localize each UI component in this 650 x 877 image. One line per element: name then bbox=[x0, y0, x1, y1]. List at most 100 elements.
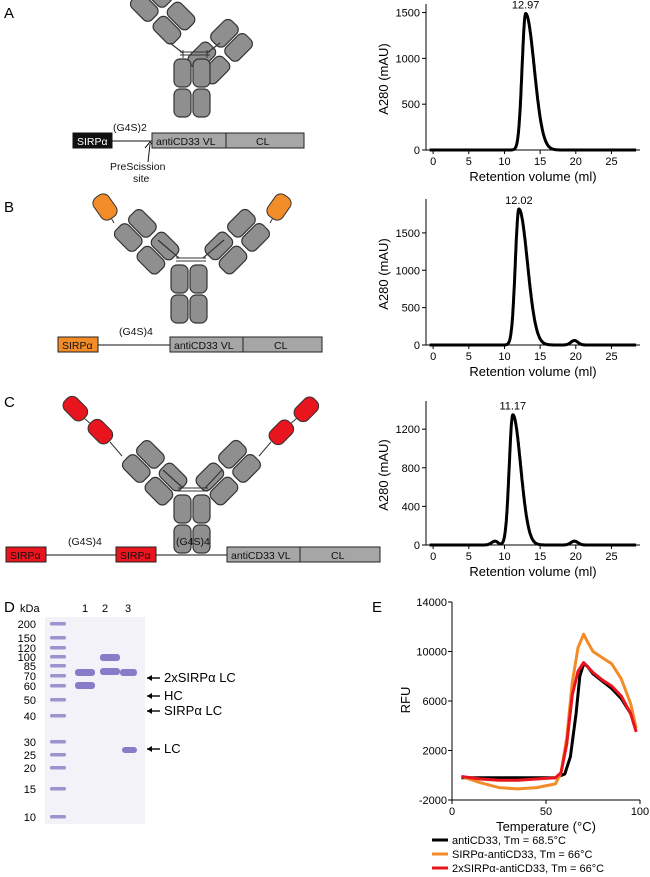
ladder-band-20 bbox=[50, 766, 66, 770]
y-tick-label-e-2: 6000 bbox=[423, 696, 447, 708]
band-label-3: LC bbox=[164, 741, 181, 756]
x-tick-label-a-0: 0 bbox=[430, 156, 436, 168]
ladder-band-60 bbox=[50, 684, 66, 688]
ladder-label-50: 50 bbox=[24, 695, 36, 707]
y-tick-label-e-4: 14000 bbox=[416, 597, 447, 609]
x-axis-label-c: Retention volume (ml) bbox=[469, 564, 596, 579]
gene-construct-c: SIRPα (G4S)4 SIRPα (G4S)4 antiCD33 VL CL bbox=[5, 536, 381, 563]
x-tick-label-c-3: 15 bbox=[534, 551, 546, 563]
ladder-label-70: 70 bbox=[24, 671, 36, 683]
ladder-band-150 bbox=[50, 636, 66, 640]
construct-c-cl-label: CL bbox=[331, 550, 345, 562]
legend-label-anticd33: antiCD33, Tm = 68.5°C bbox=[452, 835, 566, 847]
x-tick-label-a-4: 20 bbox=[570, 156, 582, 168]
gel-band-l3-hc bbox=[120, 669, 137, 676]
construct-a-sirpa-label: SIRPα bbox=[77, 136, 108, 148]
y-tick-label-a-3: 1500 bbox=[396, 8, 420, 20]
construct-c-sirpa-1-label: SIRPα bbox=[10, 550, 41, 562]
ladder-band-15 bbox=[50, 787, 66, 791]
chromatogram-a: 0 5 10 15 20 25 0 500 1000 1500 Retention volume (… bbox=[376, 0, 640, 184]
panel-letter-b: B bbox=[4, 199, 14, 216]
sirpa-domain-b-left bbox=[92, 193, 118, 221]
y-axis-label-e: RFU bbox=[398, 687, 413, 714]
lane-number-3: 3 bbox=[125, 603, 131, 615]
ladder-label-30: 30 bbox=[24, 737, 36, 749]
y-axis-label-a: A280 (mAU) bbox=[376, 43, 391, 115]
band-arrowhead-3 bbox=[147, 746, 152, 752]
x-tick-label-a-5: 25 bbox=[605, 156, 617, 168]
construct-b-cl bbox=[242, 336, 323, 353]
lane-number-1: 1 bbox=[82, 603, 88, 615]
antibody-schematic-b bbox=[92, 193, 292, 324]
x-tick-label-c-4: 20 bbox=[570, 551, 582, 563]
antibody-schematic-a bbox=[129, 0, 253, 118]
y-tick-label-e-1: 2000 bbox=[423, 746, 447, 758]
band-label-1: HC bbox=[164, 688, 183, 703]
ladder-label-85: 85 bbox=[24, 661, 36, 673]
panel-letter-d: D bbox=[4, 599, 15, 616]
construct-b-linker-label: (G4S)4 bbox=[119, 326, 153, 338]
thermal-shift-chart: 0 50 100 -2000 2000 6000 10000 14000 Temperature… bbox=[398, 597, 649, 875]
y-tick-label-e-3: 10000 bbox=[416, 647, 447, 659]
ladder-band-200 bbox=[50, 622, 66, 626]
x-tick-label-e-0: 0 bbox=[449, 806, 455, 818]
y-tick-label-c-2: 800 bbox=[402, 463, 420, 475]
ladder-band-40 bbox=[50, 714, 66, 718]
construct-a-cl-label: CL bbox=[256, 136, 270, 148]
cleavage-label-1: PreScission bbox=[110, 161, 166, 173]
trace-line-b bbox=[428, 207, 638, 347]
sirpa-domain-b-right bbox=[266, 193, 292, 221]
x-tick-label-b-2: 10 bbox=[498, 351, 510, 363]
y-tick-label-b-3: 1500 bbox=[396, 228, 420, 240]
series-line-2xsirpa bbox=[461, 661, 638, 782]
band-label-0: 2xSIRPα LC bbox=[164, 670, 236, 685]
construct-b-cl-label: CL bbox=[274, 340, 288, 352]
peak-label-b: 12.02 bbox=[505, 195, 533, 207]
y-tick-label-a-0: 0 bbox=[414, 145, 420, 157]
x-tick-label-c-0: 0 bbox=[430, 551, 436, 563]
gel-bands bbox=[75, 654, 137, 753]
construct-b-vl-label: antiCD33 VL bbox=[174, 340, 234, 352]
x-tick-label-b-5: 25 bbox=[605, 351, 617, 363]
construct-b-sirpa-label: SIRPα bbox=[62, 340, 93, 352]
x-tick-label-b-3: 15 bbox=[534, 351, 546, 363]
cleavage-label-2: site bbox=[133, 173, 150, 185]
ladder-label-40: 40 bbox=[24, 711, 36, 723]
ladder-band-50 bbox=[50, 698, 66, 702]
y-tick-label-a-1: 500 bbox=[402, 99, 420, 111]
y-tick-label-e-0: -2000 bbox=[419, 795, 447, 807]
sirpa-domain-c-left-inner bbox=[87, 418, 114, 445]
antibody-schematic-c bbox=[62, 395, 320, 554]
ladder-label-60: 60 bbox=[24, 681, 36, 693]
ladder-label-25: 25 bbox=[24, 750, 36, 762]
peak-label-c: 11.17 bbox=[499, 401, 526, 413]
ladder-label-10: 10 bbox=[24, 812, 36, 824]
construct-c-cl bbox=[299, 546, 381, 563]
construct-c-linker-2-label: (G4S)4 bbox=[176, 536, 210, 548]
ladder-label-100: 100 bbox=[18, 652, 36, 664]
ladder-label-20: 20 bbox=[24, 763, 36, 775]
x-tick-label-c-1: 5 bbox=[466, 551, 472, 563]
construct-c-vl-label: antiCD33 VL bbox=[231, 550, 291, 562]
panel-letter-c: C bbox=[4, 394, 15, 411]
ladder-band-85 bbox=[50, 664, 66, 668]
x-tick-label-a-3: 15 bbox=[534, 156, 546, 168]
legend-label-sirpa: SIRPα-antiCD33, Tm = 66°C bbox=[452, 849, 593, 861]
gel-band-l1-sirpa-lc bbox=[75, 682, 95, 689]
ladder-band-100 bbox=[50, 655, 66, 659]
ladder-label-200: 200 bbox=[18, 619, 36, 631]
y-tick-label-c-1: 400 bbox=[402, 501, 420, 513]
construct-a-linker-label: (G4S)2 bbox=[113, 122, 147, 134]
x-tick-label-a-2: 10 bbox=[498, 156, 510, 168]
gel-band-l1-hc bbox=[75, 669, 95, 676]
y-axis-label-c: A280 (mAU) bbox=[376, 439, 391, 511]
chromatogram-b: 0 5 10 15 20 25 0 500 1000 1500 Retention volume (… bbox=[376, 195, 640, 379]
y-tick-label-a-2: 1000 bbox=[396, 53, 420, 65]
x-tick-label-e-1: 50 bbox=[540, 806, 552, 818]
legend-label-2xsirpa: 2xSIRPα-antiCD33, Tm = 66°C bbox=[452, 863, 604, 875]
chromatogram-c: 0 5 10 15 20 25 0 400 800 1200 Retention volume (m… bbox=[376, 401, 640, 579]
gel-lanes: 1 2 3 bbox=[82, 603, 131, 615]
band-arrowhead-2 bbox=[147, 708, 152, 714]
construct-c-linker-1-label: (G4S)4 bbox=[68, 536, 102, 548]
